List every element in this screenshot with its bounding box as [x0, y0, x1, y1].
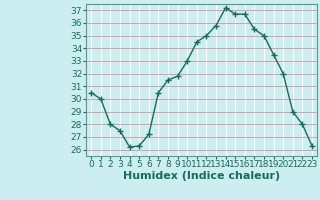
X-axis label: Humidex (Indice chaleur): Humidex (Indice chaleur)	[123, 171, 280, 181]
